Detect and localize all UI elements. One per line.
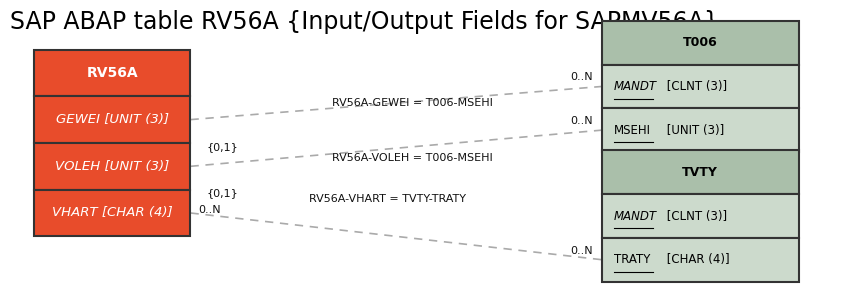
FancyBboxPatch shape: [34, 190, 190, 236]
Text: [CLNT (3)]: [CLNT (3)]: [663, 80, 727, 93]
Text: T006: T006: [683, 36, 718, 49]
FancyBboxPatch shape: [34, 96, 190, 143]
Text: VOLEH [UNIT (3)]: VOLEH [UNIT (3)]: [56, 160, 169, 173]
FancyBboxPatch shape: [602, 194, 799, 238]
Text: RV56A-VHART = TVTY-TRATY: RV56A-VHART = TVTY-TRATY: [309, 194, 466, 204]
Text: 0..N: 0..N: [571, 246, 594, 256]
FancyBboxPatch shape: [602, 21, 799, 65]
Text: 0..N: 0..N: [571, 72, 594, 82]
Text: [CHAR (4)]: [CHAR (4)]: [663, 253, 730, 266]
Text: RV56A-GEWEI = T006-MSEHI: RV56A-GEWEI = T006-MSEHI: [332, 98, 493, 108]
FancyBboxPatch shape: [602, 238, 799, 282]
FancyBboxPatch shape: [602, 65, 799, 108]
Text: VHART [CHAR (4)]: VHART [CHAR (4)]: [52, 206, 173, 219]
Text: RV56A: RV56A: [87, 66, 138, 80]
Text: 0..N: 0..N: [199, 205, 221, 215]
Text: [UNIT (3)]: [UNIT (3)]: [663, 124, 725, 137]
Text: 0..N: 0..N: [571, 116, 594, 126]
FancyBboxPatch shape: [602, 108, 799, 152]
FancyBboxPatch shape: [34, 50, 190, 96]
Text: MANDT: MANDT: [614, 80, 657, 93]
Text: {0,1}: {0,1}: [207, 188, 239, 199]
Text: GEWEI [UNIT (3)]: GEWEI [UNIT (3)]: [56, 113, 169, 126]
FancyBboxPatch shape: [34, 143, 190, 190]
FancyBboxPatch shape: [602, 150, 799, 194]
Text: MSEHI: MSEHI: [614, 124, 651, 137]
Text: MANDT: MANDT: [614, 209, 657, 223]
Text: {0,1}: {0,1}: [207, 142, 239, 152]
Text: TRATY: TRATY: [614, 253, 650, 266]
Text: TVTY: TVTY: [682, 166, 718, 179]
Text: RV56A-VOLEH = T006-MSEHI: RV56A-VOLEH = T006-MSEHI: [332, 153, 493, 163]
Text: SAP ABAP table RV56A {Input/Output Fields for SAPMV56A}: SAP ABAP table RV56A {Input/Output Field…: [10, 10, 719, 34]
Text: [CLNT (3)]: [CLNT (3)]: [663, 209, 727, 223]
